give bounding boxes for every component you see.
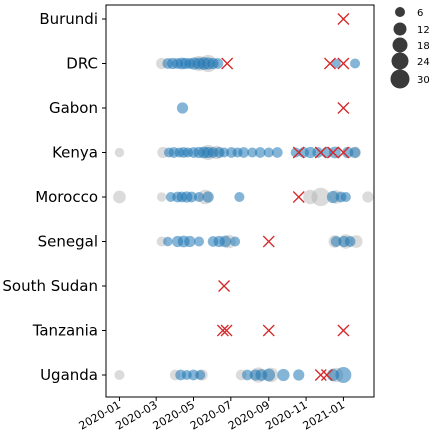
grey-point: [156, 192, 167, 202]
blue-point: [186, 191, 197, 203]
cross-marker: [337, 146, 350, 159]
cross-marker: [262, 235, 275, 248]
blue-point: [271, 147, 283, 158]
x-tick-label: 2020-09: [226, 398, 272, 432]
cross-marker: [216, 324, 229, 337]
blue-point: [219, 147, 230, 158]
grey-point: [113, 190, 126, 204]
legend-size-marker: [393, 22, 407, 36]
blue-point: [344, 236, 356, 247]
legend-size-marker: [395, 7, 405, 17]
cross-marker: [337, 57, 350, 70]
blue-point: [349, 147, 361, 158]
cross-marker: [314, 369, 327, 381]
cross-marker: [320, 369, 333, 381]
cross-marker: [327, 146, 339, 159]
blue-point: [176, 102, 189, 114]
x-tick-label: 2020-11: [263, 398, 309, 432]
blue-point: [340, 191, 351, 203]
cross-marker: [262, 324, 275, 337]
blue-point: [247, 147, 258, 158]
cross-marker: [292, 146, 305, 159]
cross-marker: [220, 324, 233, 337]
legend-size-marker: [390, 69, 410, 89]
legend-size-marker: [392, 37, 408, 53]
blue-point: [293, 369, 305, 381]
cross-marker: [314, 146, 327, 159]
cross-marker: [337, 13, 350, 25]
blue-point: [254, 147, 266, 158]
y-tick-label: Tanzania: [32, 322, 98, 340]
x-tick-label: 2020-03: [113, 398, 159, 432]
blue-point: [262, 368, 276, 382]
legend-size-label: 6: [417, 8, 423, 19]
legend-size-label: 12: [417, 25, 430, 36]
blue-point: [193, 191, 205, 203]
blue-point: [326, 190, 340, 204]
grey-point: [114, 369, 125, 381]
cross-marker: [221, 57, 234, 70]
blue-point: [212, 58, 224, 69]
legend-size-label: 24: [417, 57, 430, 68]
blue-point: [290, 147, 301, 158]
cross-marker: [337, 324, 350, 337]
blue-point: [304, 146, 316, 159]
blue-point: [234, 191, 245, 203]
blue-point: [195, 369, 206, 381]
y-tick-label: South Sudan: [2, 277, 98, 295]
y-tick-label: Uganda: [40, 366, 98, 384]
y-tick-label: Gabon: [49, 99, 98, 117]
blue-point: [202, 191, 214, 203]
blue-point: [335, 367, 352, 383]
legend-size-marker: [391, 52, 409, 70]
legend-size-label: 30: [417, 75, 430, 86]
x-axis: 2020-012020-032020-052020-072020-092020-…: [77, 397, 347, 433]
y-tick-label: Morocco: [35, 188, 98, 206]
size-legend: 6 12 18 24 30: [390, 7, 430, 89]
grey-point: [311, 187, 331, 207]
grey-point: [114, 147, 125, 158]
blue-point: [193, 236, 205, 247]
x-tick-label: 2020-07: [188, 398, 234, 432]
x-tick-label: 2020-05: [151, 398, 197, 432]
blue-point: [277, 368, 290, 382]
plot-frame: [105, 4, 375, 398]
blue-point: [230, 236, 241, 247]
cross-marker: [292, 191, 305, 203]
cross-marker: [323, 57, 336, 70]
grey-point: [303, 189, 318, 205]
grey-point: [362, 191, 374, 203]
data-points: [113, 13, 374, 383]
blue-point: [312, 147, 324, 158]
blue-point: [263, 147, 274, 158]
blue-point: [331, 58, 341, 69]
blue-point: [328, 146, 341, 159]
blue-point: [184, 235, 196, 248]
y-tick-label: Senegal: [38, 233, 98, 251]
cross-marker: [337, 102, 350, 114]
y-tick-label: DRC: [66, 55, 98, 73]
blue-point: [342, 146, 354, 159]
blue-point: [238, 147, 249, 158]
blue-point: [163, 236, 173, 247]
legend-size-label: 18: [417, 41, 430, 52]
y-tick-label: Burundi: [39, 10, 98, 28]
y-tick-label: Kenya: [52, 144, 98, 162]
blue-point: [330, 236, 342, 247]
blue-point: [219, 235, 232, 248]
blue-point: [349, 58, 361, 69]
cross-marker: [218, 280, 231, 292]
y-axis-labels: Burundi DRC Gabon Kenya Morocco Senegal South …: [2, 10, 106, 384]
blue-point: [242, 369, 253, 381]
x-tick-label: 2021-01: [301, 398, 347, 432]
